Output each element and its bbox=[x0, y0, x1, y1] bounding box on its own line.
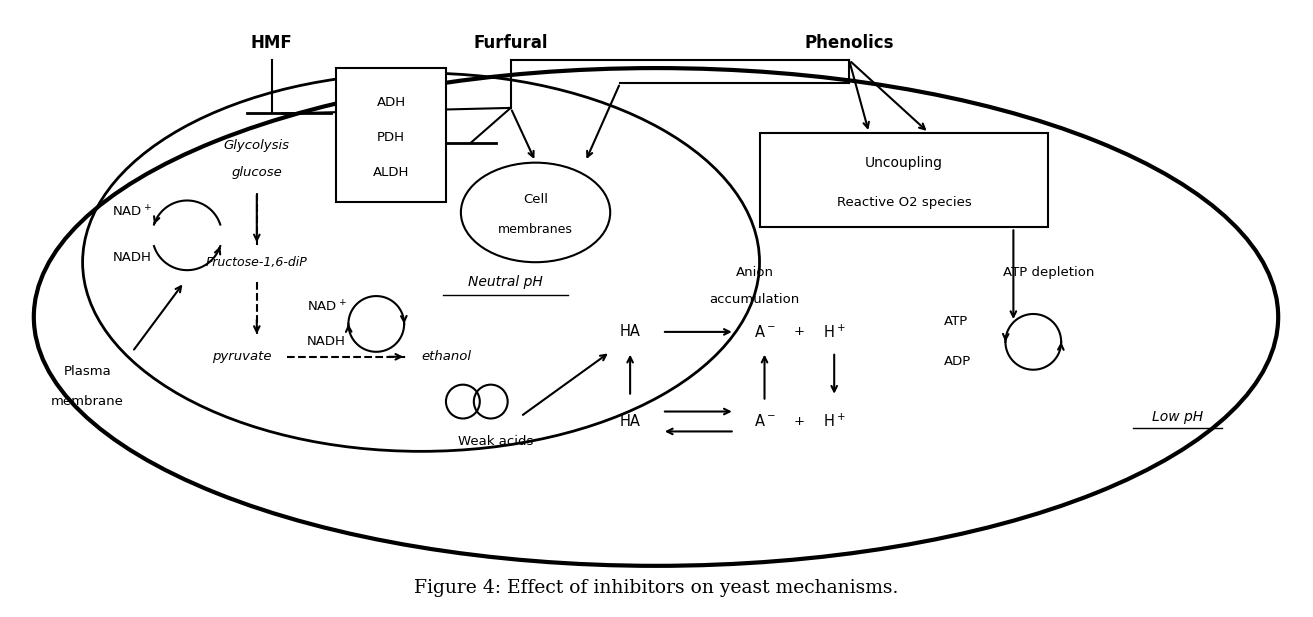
Text: PDH: PDH bbox=[377, 131, 406, 144]
Text: ADH: ADH bbox=[377, 96, 406, 109]
Text: HMF: HMF bbox=[251, 34, 293, 52]
Text: NAD$^+$: NAD$^+$ bbox=[113, 205, 152, 220]
Text: accumulation: accumulation bbox=[709, 292, 800, 305]
Bar bbox=[759, 133, 1048, 228]
Text: ethanol: ethanol bbox=[421, 350, 471, 363]
Text: HA: HA bbox=[620, 414, 641, 429]
Text: A$^-$: A$^-$ bbox=[754, 413, 776, 429]
Text: HA: HA bbox=[620, 325, 641, 339]
Text: +: + bbox=[794, 415, 805, 428]
Text: Neutral pH: Neutral pH bbox=[469, 275, 544, 289]
Text: Cell: Cell bbox=[523, 193, 548, 206]
Text: NADH: NADH bbox=[113, 251, 152, 263]
Text: Uncoupling: Uncoupling bbox=[865, 155, 943, 170]
Text: membrane: membrane bbox=[51, 395, 123, 408]
Text: Furfural: Furfural bbox=[474, 34, 548, 52]
Text: Plasma: Plasma bbox=[64, 365, 112, 378]
Text: Anion: Anion bbox=[735, 266, 773, 279]
Ellipse shape bbox=[461, 163, 611, 262]
Text: pyruvate: pyruvate bbox=[213, 350, 272, 363]
Text: glucose: glucose bbox=[231, 166, 282, 179]
Text: Low pH: Low pH bbox=[1152, 410, 1203, 423]
Text: Figure 4: Effect of inhibitors on yeast mechanisms.: Figure 4: Effect of inhibitors on yeast … bbox=[414, 579, 898, 597]
Text: +: + bbox=[794, 325, 805, 338]
Text: Glycolysis: Glycolysis bbox=[223, 139, 290, 152]
Text: ATP depletion: ATP depletion bbox=[1003, 266, 1094, 279]
Text: Weak acids: Weak acids bbox=[458, 435, 533, 448]
Bar bbox=[336, 68, 446, 202]
Text: ALDH: ALDH bbox=[373, 166, 410, 179]
Text: membranes: membranes bbox=[498, 223, 572, 236]
Text: NADH: NADH bbox=[306, 336, 345, 349]
Text: ADP: ADP bbox=[944, 355, 970, 368]
Text: Fructose-1,6-diP: Fructose-1,6-diP bbox=[206, 255, 307, 269]
Text: NAD$^+$: NAD$^+$ bbox=[306, 299, 347, 315]
Text: Phenolics: Phenolics bbox=[805, 34, 894, 52]
Text: H$^+$: H$^+$ bbox=[823, 323, 846, 341]
Text: ATP: ATP bbox=[944, 315, 968, 328]
Text: Reactive O2 species: Reactive O2 species bbox=[836, 196, 972, 209]
Text: A$^-$: A$^-$ bbox=[754, 324, 776, 340]
Text: H$^+$: H$^+$ bbox=[823, 413, 846, 430]
